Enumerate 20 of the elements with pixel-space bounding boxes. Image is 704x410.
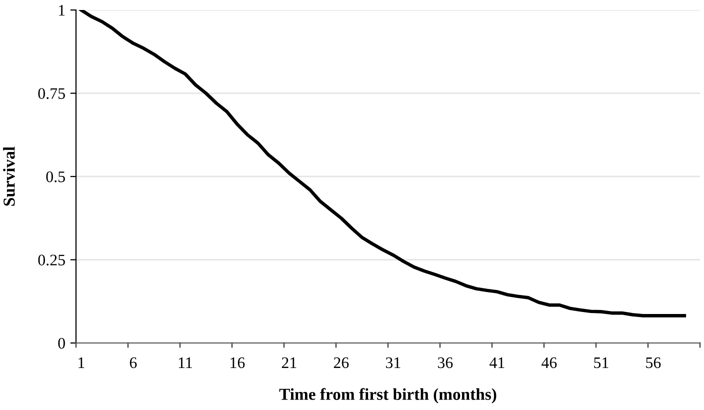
y-axis-title: Survival [3,146,15,206]
y-tick-label: 0.25 [38,254,65,266]
x-tick-label: 46 [542,357,557,368]
x-tick-label: 56 [646,357,661,368]
y-tick-label: 0.5 [46,171,65,182]
x-axis-title: Time from first birth (months) [279,388,496,404]
line-series [80,10,686,318]
x-tick-label: 26 [334,357,349,368]
x-tick-label: 51 [594,357,608,368]
y-tick-label: 1 [59,4,65,16]
x-tick-label: 36 [438,357,453,368]
y-tick-label: 0 [58,338,65,349]
x-tick-label: 11 [178,357,192,368]
x-tick-label: 16 [230,357,245,368]
x-tick-label: 1 [78,357,84,368]
x-tick-label: 41 [490,357,504,368]
x-tick-label: 31 [386,357,400,368]
x-tick-label: 6 [130,357,137,368]
x-tick-label: 21 [282,357,296,368]
y-tick-label: 0.75 [38,88,65,100]
